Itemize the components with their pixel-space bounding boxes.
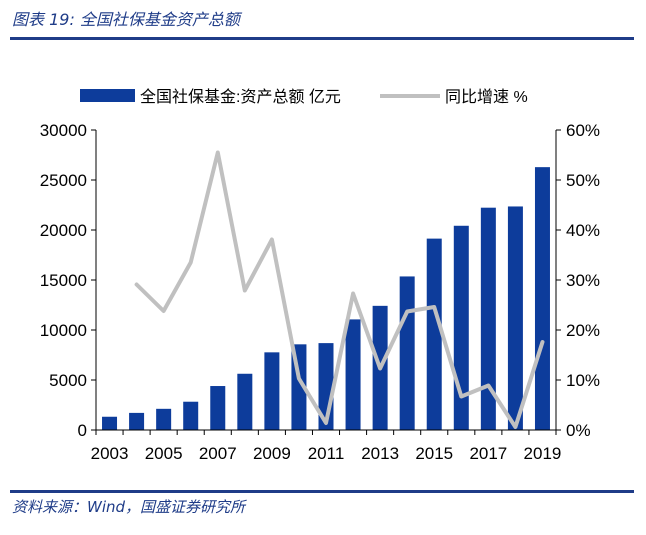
bar-series — [102, 167, 550, 430]
right-tick-label: 60% — [566, 121, 600, 140]
line-series — [134, 150, 545, 429]
axes: 0 5000 10000 15000 20000 25000 30000 0% 10% 20% 30… — [40, 121, 600, 463]
left-tick-label: 5000 — [49, 371, 87, 390]
bar-2004 — [129, 412, 145, 430]
right-tick-label: 50% — [566, 171, 600, 190]
x-tick-label: 2007 — [199, 444, 237, 463]
right-tick-label: 0% — [566, 421, 591, 440]
top-rule — [10, 37, 634, 40]
right-tick-label: 20% — [566, 321, 600, 340]
right-tick-label: 40% — [566, 221, 600, 240]
left-tick-label: 15000 — [40, 271, 87, 290]
left-tick-label: 20000 — [40, 221, 87, 240]
bar-2005 — [156, 408, 172, 430]
right-tick-label: 30% — [566, 271, 600, 290]
figure-title: 图表 19: 全国社保基金资产总额 — [12, 10, 240, 29]
bar-2017 — [480, 207, 496, 430]
bar-2018 — [507, 206, 523, 430]
x-tick-label: 2003 — [91, 444, 129, 463]
left-tick-label: 25000 — [40, 171, 87, 190]
x-tick-label: 2009 — [253, 444, 291, 463]
bar-2003 — [102, 416, 118, 430]
left-tick-label: 10000 — [40, 321, 87, 340]
x-tick-label: 2013 — [361, 444, 399, 463]
legend: 全国社保基金:资产总额 亿元 同比增速 % — [80, 88, 528, 106]
bar-2019 — [534, 167, 550, 430]
bar-2007 — [210, 386, 226, 430]
x-tick-label: 2005 — [145, 444, 183, 463]
bar-2009 — [264, 352, 280, 430]
bar-2015 — [426, 238, 442, 430]
x-tick-label: 2017 — [469, 444, 507, 463]
right-tick-label: 10% — [566, 371, 600, 390]
left-tick-label: 0 — [78, 421, 87, 440]
growth-line — [134, 150, 545, 429]
x-tick-label: 2019 — [524, 444, 562, 463]
x-tick-label: 2011 — [308, 444, 345, 463]
left-tick-label: 30000 — [40, 121, 87, 140]
x-tick-label: 2015 — [415, 444, 453, 463]
source-note: 资料来源：Wind，国盛证券研究所 — [12, 498, 246, 516]
bar-2014 — [399, 276, 415, 430]
bar-2012 — [345, 319, 361, 430]
bottom-rule — [10, 490, 634, 493]
bar-2008 — [237, 373, 253, 430]
legend-bar-swatch — [80, 89, 135, 102]
bar-2016 — [453, 225, 469, 430]
legend-line-label: 同比增速 % — [445, 88, 528, 106]
legend-bar-label: 全国社保基金:资产总额 亿元 — [140, 88, 341, 106]
bar-2006 — [183, 401, 199, 430]
